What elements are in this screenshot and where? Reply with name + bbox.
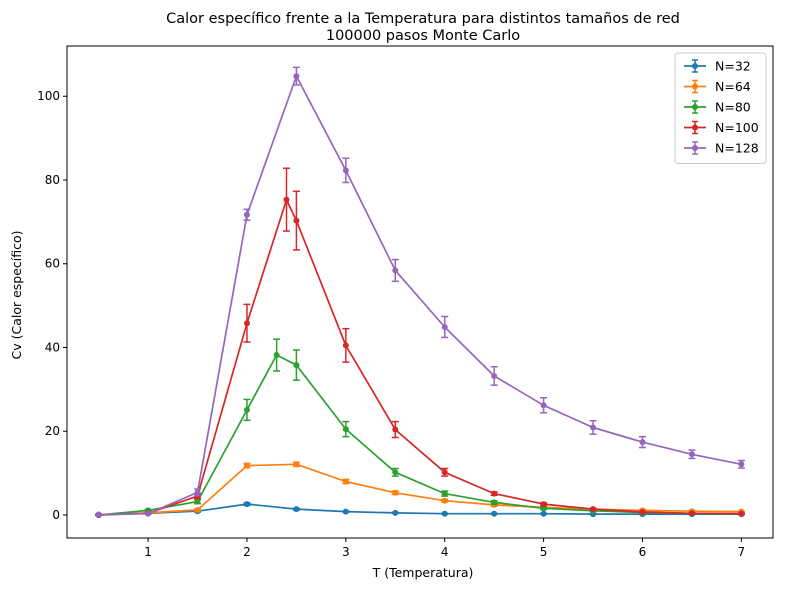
series-n128 (95, 66, 745, 518)
data-point (243, 211, 250, 218)
legend-label: N=32 (715, 59, 751, 74)
data-point (342, 167, 349, 174)
data-point (491, 490, 498, 497)
data-point (392, 426, 399, 433)
data-point (243, 462, 250, 469)
data-point (342, 426, 349, 433)
x-tick-label: 7 (738, 545, 746, 559)
data-point (392, 509, 399, 516)
legend-item: N=80 (684, 100, 751, 115)
data-point (243, 501, 250, 508)
y-tick-label: 80 (45, 173, 60, 187)
data-point (688, 451, 695, 458)
legend-item: N=64 (684, 79, 751, 94)
plot-frame (66, 45, 774, 539)
y-tick-label: 100 (37, 89, 60, 103)
x-tick-label: 1 (144, 545, 152, 559)
data-point (243, 406, 250, 413)
legend-item: N=128 (684, 141, 759, 156)
data-point (194, 498, 201, 505)
y-axis-label: Cv (Calor específico) (9, 230, 24, 359)
chart-title: Calor específico frente a la Temperatura… (166, 11, 680, 27)
series-line (98, 463, 742, 516)
legend-marker (692, 83, 698, 90)
data-point (540, 505, 547, 512)
data-point (194, 506, 201, 513)
data-point (273, 352, 280, 359)
data-point (293, 461, 300, 468)
data-point (392, 267, 399, 274)
data-point (293, 362, 300, 369)
data-point (293, 73, 300, 80)
data-point (441, 510, 448, 517)
x-axis-label: T (Temperatura) (372, 565, 474, 580)
data-point (738, 510, 745, 517)
y-tick-label: 40 (45, 340, 60, 354)
legend-marker (692, 104, 698, 110)
chart-subtitle: 100000 pasos Monte Carlo (326, 28, 520, 44)
data-point (738, 461, 745, 468)
series-line (98, 503, 742, 516)
data-point (590, 506, 597, 513)
data-point (283, 196, 290, 203)
data-point (491, 499, 498, 506)
legend-label: N=100 (715, 120, 759, 135)
series-line (98, 75, 742, 516)
legend-marker (692, 124, 698, 131)
data-point (95, 511, 102, 518)
data-point (293, 217, 300, 224)
data-point (590, 424, 597, 431)
x-tick-label: 2 (243, 545, 251, 559)
y-axis: 0 20 40 60 80 100 (37, 89, 67, 522)
x-tick-label: 3 (342, 545, 350, 559)
legend-item: N=100 (684, 120, 759, 135)
x-tick-label: 5 (540, 545, 548, 559)
data-point (540, 501, 547, 508)
legend-item: N=32 (684, 59, 751, 74)
x-tick-label: 4 (441, 545, 449, 559)
data-point (293, 506, 300, 513)
data-point (540, 510, 547, 517)
data-point (688, 510, 695, 517)
data-point (342, 478, 349, 485)
data-point (441, 469, 448, 476)
y-tick-label: 0 (52, 508, 60, 522)
data-point (491, 372, 498, 379)
plot-area (95, 66, 745, 518)
y-tick-label: 20 (45, 424, 60, 438)
legend-marker (692, 145, 698, 151)
data-point (441, 497, 448, 504)
x-axis: 1 2 3 4 5 6 7 (144, 538, 745, 559)
data-point (392, 469, 399, 476)
data-point (639, 439, 646, 446)
data-point (145, 510, 152, 517)
data-point (243, 320, 250, 327)
data-point (441, 323, 448, 330)
legend-marker (692, 63, 698, 69)
data-point (194, 489, 201, 496)
legend-label: N=64 (715, 79, 751, 94)
legend-label: N=128 (715, 141, 759, 156)
data-point (441, 490, 448, 497)
data-point (342, 508, 349, 515)
data-point (342, 342, 349, 349)
legend-label: N=80 (715, 100, 751, 115)
data-point (392, 489, 399, 496)
data-point (540, 402, 547, 409)
y-tick-label: 60 (45, 257, 60, 271)
x-tick-label: 6 (639, 545, 647, 559)
legend: N=32 N=64 N=80 N=100 N=128 (674, 52, 767, 164)
data-point (639, 509, 646, 516)
data-point (491, 510, 498, 517)
